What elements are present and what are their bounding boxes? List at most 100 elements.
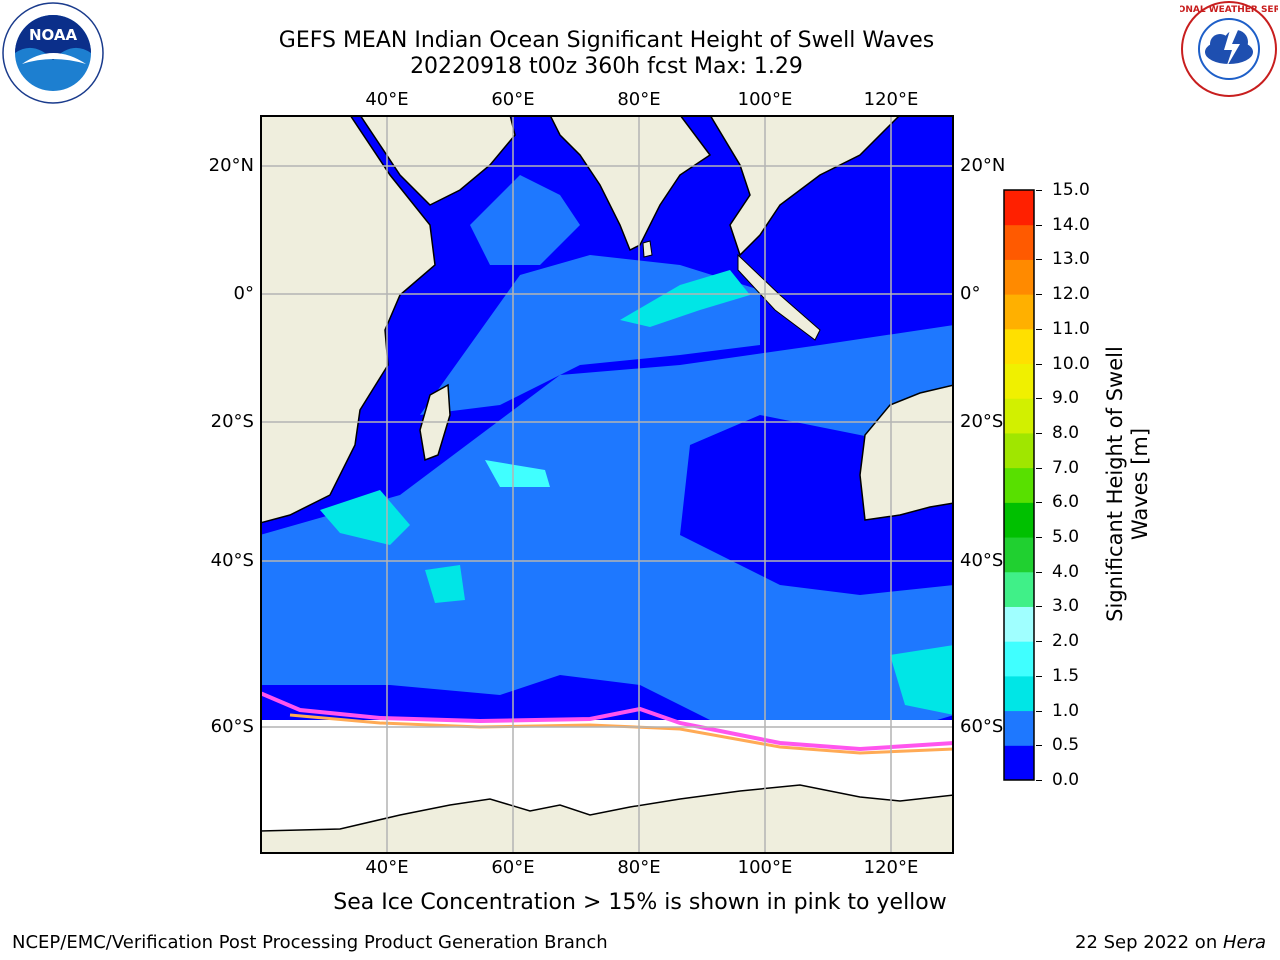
colorbar-tick-mark <box>1036 675 1042 677</box>
colorbar-tick-label: 8.0 <box>1052 422 1080 443</box>
colorbar-segment <box>1004 294 1034 330</box>
lat-label-right-0: 0° <box>960 283 981 304</box>
colorbar-tick-mark <box>1036 294 1042 296</box>
lat-label-left-20s: 20°S <box>210 411 254 432</box>
lon-label-bottom-40e: 40°E <box>365 857 409 878</box>
swell-band-1.0-1.5-east <box>890 645 954 715</box>
colorbar-tick-label: 6.0 <box>1052 492 1080 513</box>
colorbar-tick-label: 5.0 <box>1052 527 1080 548</box>
lon-label-top-60e: 60°E <box>491 89 535 110</box>
colorbar-segment <box>1004 467 1034 503</box>
colorbar-segment <box>1004 398 1034 434</box>
colorbar-tick-label: 10.0 <box>1052 353 1090 374</box>
lat-label-left-60s: 60°S <box>210 716 254 737</box>
colorbar-segment <box>1004 641 1034 677</box>
colorbar-tick-mark <box>1036 537 1042 539</box>
colorbar-segment <box>1004 537 1034 573</box>
colorbar-tick-mark <box>1036 571 1042 573</box>
colorbar-tick-label: 3.0 <box>1052 596 1080 617</box>
lon-label-top-120e: 120°E <box>863 89 919 110</box>
colorbar-tick-mark <box>1036 710 1042 712</box>
colorbar-tick-label: 9.0 <box>1052 388 1080 409</box>
chart-title: GEFS MEAN Indian Ocean Significant Heigh… <box>278 28 935 53</box>
colorbar-tick-label: 1.0 <box>1052 700 1080 721</box>
footer-credit: NCEP/EMC/Verification Post Processing Pr… <box>12 932 608 953</box>
colorbar-tick-mark <box>1036 641 1042 643</box>
colorbar-tick-mark <box>1036 432 1042 434</box>
colorbar-segment <box>1004 745 1034 781</box>
colorbar-tick-label: 13.0 <box>1052 249 1090 270</box>
colorbar-segment <box>1004 259 1034 295</box>
colorbar-frame <box>1003 189 1035 781</box>
colorbar-tick-mark <box>1036 780 1042 781</box>
nws-logo: NATIONAL WEATHER SERVICE <box>1180 1 1278 97</box>
land-sumatra <box>737 253 821 341</box>
lat-label-right-40s: 40°S <box>960 550 1004 571</box>
colorbar-segment <box>1004 432 1034 469</box>
colorbar-segment <box>1004 328 1034 365</box>
colorbar-segment <box>1004 190 1034 226</box>
footer-host: Hera <box>1222 932 1266 953</box>
colorbar <box>1003 189 1035 781</box>
footer-date: 22 Sep 2022 on Hera <box>1075 932 1266 953</box>
footer-date-text: 22 Sep 2022 on <box>1075 932 1223 953</box>
swell-band-0.5-1.0 <box>260 325 954 755</box>
colorbar-segment <box>1004 571 1034 607</box>
ice-edge-pink <box>260 691 954 752</box>
lon-label-bottom-100e: 100°E <box>737 857 793 878</box>
colorbar-tick-label: 15.0 <box>1052 180 1090 200</box>
lon-label-bottom-120e: 120°E <box>863 857 919 878</box>
lat-label-right-20s: 20°S <box>960 411 1004 432</box>
colorbar-tick-label: 11.0 <box>1052 318 1090 339</box>
noaa-logo-text: NOAA <box>29 26 78 44</box>
colorbar-tick-label: 2.0 <box>1052 631 1080 652</box>
colorbar-tick-mark <box>1036 363 1042 365</box>
colorbar-segment <box>1004 710 1034 746</box>
lat-label-left-0: 0° <box>233 283 254 304</box>
colorbar-segment <box>1004 224 1034 260</box>
colorbar-tick-label: 7.0 <box>1052 457 1080 478</box>
land-india <box>549 115 712 252</box>
lon-label-top-40e: 40°E <box>365 89 409 110</box>
noaa-logo: NOAA <box>2 2 104 104</box>
colorbar-tick-label: 1.5 <box>1052 665 1080 686</box>
land-australia <box>859 384 954 521</box>
swell-band-1.0-1.5-central <box>485 460 550 487</box>
land-sri-lanka <box>642 240 653 258</box>
colorbar-tick-label: 12.0 <box>1052 284 1090 305</box>
nws-logo-text: NATIONAL WEATHER SERVICE <box>1180 5 1278 15</box>
lat-label-left-40s: 40°S <box>210 550 254 571</box>
lon-label-bottom-80e: 80°E <box>617 857 661 878</box>
land-antarctica <box>260 784 954 854</box>
lat-gridlines <box>260 165 954 728</box>
colorbar-label: Significant Height of Swell Waves [m] <box>1103 346 1152 622</box>
colorbar-tick-mark <box>1036 259 1042 261</box>
colorbar-segment <box>1004 606 1034 642</box>
lon-label-top-80e: 80°E <box>617 89 661 110</box>
lon-label-bottom-60e: 60°E <box>491 857 535 878</box>
colorbar-tick-mark <box>1036 502 1042 504</box>
colorbar-segment <box>1004 363 1034 399</box>
map-panel <box>260 115 954 854</box>
map-frame <box>260 115 954 854</box>
colorbar-tick-label: 0.5 <box>1052 735 1080 756</box>
colorbar-tick-label: 4.0 <box>1052 561 1080 582</box>
lon-label-top-100e: 100°E <box>737 89 793 110</box>
colorbar-tick-mark <box>1036 467 1042 469</box>
swell-band-1.0-1.5-mid <box>425 565 465 603</box>
colorbar-tick-mark <box>1036 606 1042 608</box>
colorbar-tick-label: 0.0 <box>1052 770 1080 790</box>
swell-band-0.5-1.0-arabian <box>470 175 580 265</box>
colorbar-tick-mark <box>1036 745 1042 747</box>
sea-ice-note: Sea Ice Concentration > 15% is shown in … <box>333 890 947 915</box>
lat-label-right-20n: 20°N <box>960 155 1006 176</box>
colorbar-tick-label: 14.0 <box>1052 214 1090 235</box>
swell-band-1.0-1.5-equatorial <box>620 270 750 327</box>
colorbar-tick-mark <box>1036 328 1042 330</box>
lon-gridlines <box>386 115 892 854</box>
colorbar-segment <box>1004 675 1034 712</box>
land-southeast-asia <box>709 115 902 257</box>
chart-subtitle: 20220918 t00z 360h fcst Max: 1.29 <box>410 54 803 79</box>
colorbar-segment <box>1004 502 1034 538</box>
lat-label-left-20n: 20°N <box>208 155 254 176</box>
